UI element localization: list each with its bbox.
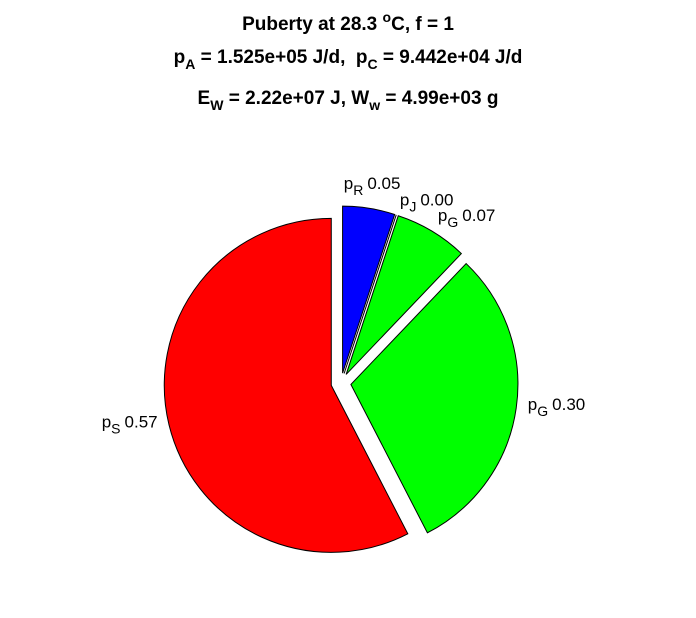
slice-label-value: 0.05 xyxy=(367,174,400,193)
title-text: = 9.442e+04 J/d xyxy=(378,47,523,68)
title-text: = 1.525e+05 J/d, p xyxy=(195,47,367,68)
slice-label: pS 0.57 xyxy=(102,412,158,436)
title-sub: W xyxy=(210,97,224,113)
slice-label-sub: R xyxy=(353,182,363,198)
slice-label: pG 0.30 xyxy=(528,395,585,419)
title-text: = 4.99e+03 g xyxy=(380,88,498,109)
slice-label-value: 0.07 xyxy=(462,206,495,225)
slice-label: pR 0.05 xyxy=(344,174,401,198)
chart-title: Puberty at 28.3 oC, f = 1 xyxy=(242,9,454,35)
slice-label-value: 0.57 xyxy=(125,412,158,431)
title-text: p xyxy=(174,47,186,68)
slice-label-name: p xyxy=(438,206,447,225)
slice-label-sub: S xyxy=(111,420,120,436)
slice-label-sub: G xyxy=(537,403,548,419)
pie-slice xyxy=(342,205,396,374)
title-sub: A xyxy=(185,56,195,72)
slice-label-name: p xyxy=(400,191,409,210)
slice-label-name: p xyxy=(344,174,353,193)
title-sub: w xyxy=(368,97,380,113)
slice-label-value: 0.30 xyxy=(552,395,585,414)
slice-label-name: p xyxy=(102,412,111,431)
slice-label-sub: J xyxy=(409,199,416,215)
title-sub: C xyxy=(368,56,378,72)
slice-label-sub: G xyxy=(447,214,458,230)
slice-label-name: p xyxy=(528,395,537,414)
title-sup: o xyxy=(383,9,392,25)
chart-title: EW = 2.22e+07 J, Ww = 4.99e+03 g xyxy=(198,88,499,113)
title-text: E xyxy=(198,88,211,109)
slice-label: pG 0.07 xyxy=(438,206,495,230)
pie-slice xyxy=(345,215,463,375)
slice-label: pJ 0.00 xyxy=(400,191,454,215)
pie-slice xyxy=(163,217,409,553)
chart-title: pA = 1.525e+05 J/d, pC = 9.442e+04 J/d xyxy=(174,47,523,72)
slice-label-value: 0.00 xyxy=(420,191,453,210)
title-text: C, f = 1 xyxy=(391,14,454,35)
pie-slice xyxy=(350,262,519,534)
title-text: = 2.22e+07 J, W xyxy=(223,88,369,109)
title-text: Puberty at 28.3 xyxy=(242,14,382,35)
